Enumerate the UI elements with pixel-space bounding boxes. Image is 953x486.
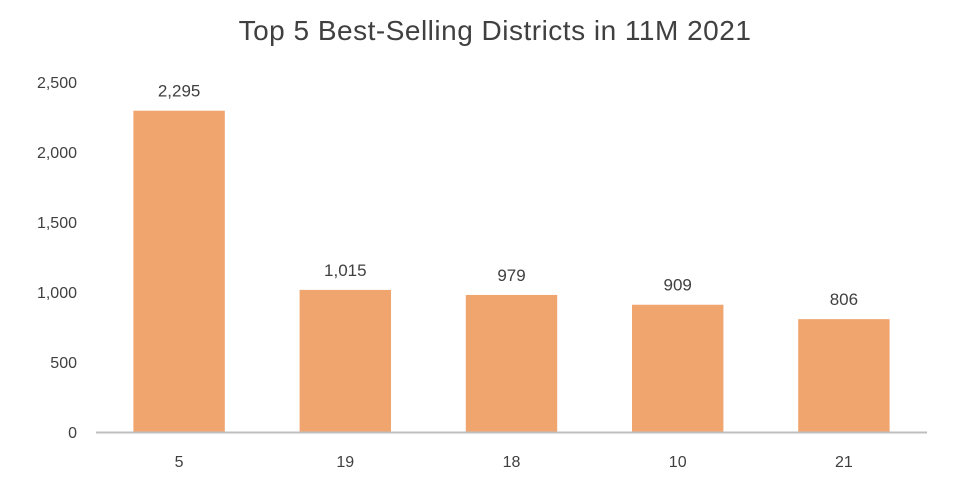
y-tick-label: 0 — [68, 425, 77, 442]
bar — [631, 304, 724, 432]
x-tick-label: 18 — [503, 454, 521, 471]
data-labels-group: 2,295 1,015 979 909 806 — [158, 82, 858, 309]
y-tick-label: 1,000 — [37, 285, 77, 302]
y-tick-label: 1,500 — [37, 215, 77, 232]
bars-group — [133, 110, 890, 432]
bar — [299, 289, 392, 432]
x-tick-label: 19 — [336, 454, 354, 471]
data-label: 979 — [497, 266, 525, 285]
y-axis: 0 500 1,000 1,500 2,000 2,500 — [37, 75, 77, 442]
y-tick-label: 2,000 — [37, 145, 77, 162]
data-label: 806 — [830, 290, 858, 309]
bar — [465, 294, 558, 432]
x-axis: 5 19 18 10 21 — [175, 454, 853, 471]
y-tick-label: 2,500 — [37, 75, 77, 92]
bar — [798, 319, 890, 432]
x-tick-label: 5 — [175, 454, 184, 471]
data-label: 1,015 — [324, 261, 367, 280]
x-tick-label: 21 — [835, 454, 853, 471]
bar — [133, 110, 225, 432]
data-label: 909 — [664, 276, 692, 295]
x-tick-label: 10 — [669, 454, 687, 471]
chart-title: Top 5 Best-Selling Districts in 11M 2021 — [239, 15, 752, 46]
data-label: 2,295 — [158, 82, 201, 101]
y-tick-label: 500 — [50, 355, 77, 372]
